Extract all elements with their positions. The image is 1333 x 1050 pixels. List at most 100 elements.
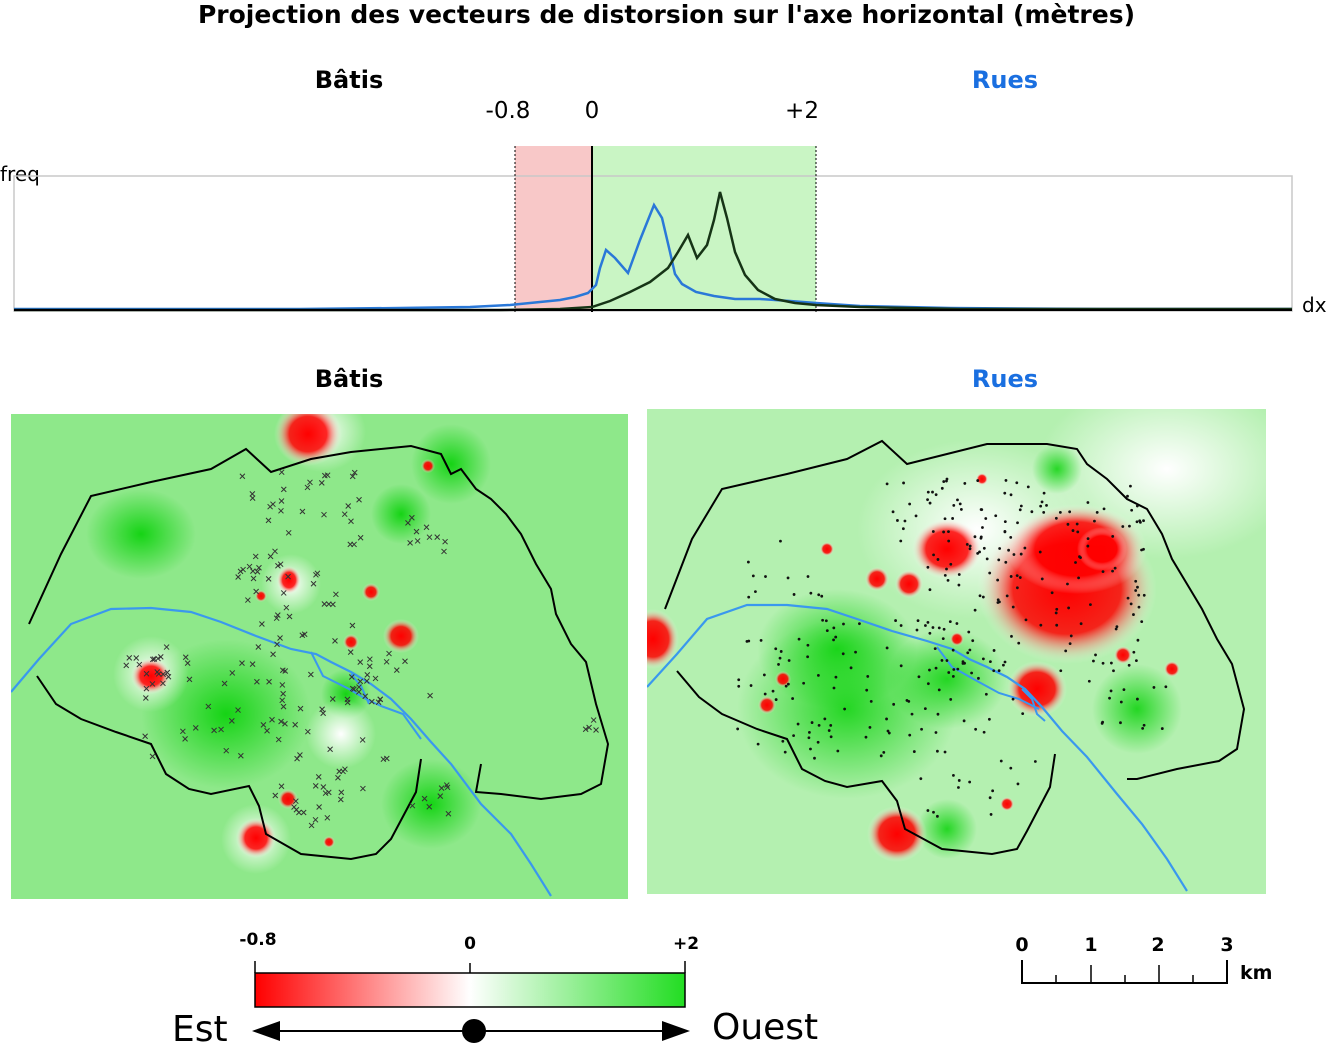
building-marker [277, 561, 284, 568]
street-marker [1009, 493, 1013, 497]
street-marker [1068, 510, 1072, 514]
street-marker [943, 750, 947, 754]
street-marker [920, 727, 923, 731]
building-marker [123, 662, 130, 669]
street-marker [1136, 697, 1139, 701]
street-marker [1015, 574, 1019, 578]
street-marker [941, 637, 945, 641]
building-marker [142, 733, 148, 740]
building-marker [157, 654, 164, 660]
street-marker [1038, 550, 1042, 554]
streets-map [647, 409, 1266, 894]
street-marker [1164, 685, 1168, 689]
building-marker [320, 784, 327, 790]
street-marker [998, 547, 1002, 550]
building-marker [337, 796, 344, 803]
street-marker [1002, 663, 1005, 667]
street-marker [981, 526, 984, 529]
building-marker [360, 785, 366, 792]
building-marker [180, 728, 186, 735]
street-marker [958, 502, 962, 506]
street-marker [982, 546, 986, 550]
street-marker [980, 508, 984, 512]
building-marker [593, 727, 599, 733]
street-marker [832, 686, 836, 690]
street-marker [763, 692, 767, 696]
street-marker [774, 647, 778, 651]
street-marker [841, 652, 845, 656]
street-marker [1012, 553, 1016, 556]
histogram-label-buildings: Bâtis [314, 66, 384, 94]
street-marker [1003, 660, 1007, 664]
building-marker [341, 511, 348, 518]
street-marker [902, 481, 905, 485]
street-marker [970, 671, 973, 675]
building-marker [192, 725, 199, 731]
street-marker [1121, 525, 1125, 528]
street-marker [807, 736, 811, 740]
street-marker [1135, 504, 1139, 508]
street-marker [924, 624, 927, 627]
buildings-map [11, 414, 628, 899]
building-marker [149, 753, 156, 760]
street-marker [908, 733, 912, 737]
street-marker [932, 553, 935, 557]
street-marker [821, 618, 825, 622]
scale-label-0: 0 [1015, 934, 1029, 956]
building-marker [270, 651, 276, 658]
street-marker [937, 626, 941, 630]
building-marker [351, 541, 357, 548]
street-marker [1023, 546, 1027, 550]
street-marker [1009, 535, 1013, 539]
building-marker [414, 538, 421, 544]
street-marker [1141, 726, 1145, 730]
street-marker [1040, 577, 1044, 581]
street-marker [864, 735, 868, 739]
street-marker [1126, 596, 1130, 600]
street-marker [947, 530, 950, 534]
street-marker [942, 627, 946, 631]
street-marker [1040, 500, 1044, 504]
building-marker [308, 671, 314, 678]
direction-west: Ouest [712, 1007, 819, 1048]
scale-label-2: 2 [1151, 934, 1165, 956]
street-marker [1068, 642, 1072, 646]
street-marker [1135, 520, 1139, 524]
building-marker [445, 810, 452, 817]
building-marker [427, 692, 433, 699]
direction-east: Est [172, 1009, 228, 1050]
street-marker [916, 619, 920, 623]
building-marker [278, 498, 285, 504]
street-marker [966, 651, 970, 655]
building-marker [252, 553, 259, 560]
building-marker [265, 576, 272, 582]
street-marker [1067, 606, 1071, 610]
street-marker [1042, 491, 1046, 495]
building-marker [205, 703, 212, 710]
building-marker [133, 655, 140, 661]
building-marker [409, 802, 416, 809]
street-marker [762, 673, 766, 677]
building-marker [321, 601, 328, 607]
street-marker [749, 684, 753, 687]
street-marker [1119, 721, 1122, 725]
building-marker [356, 689, 362, 695]
street-marker [945, 567, 948, 571]
building-marker [349, 622, 356, 629]
building-marker [239, 660, 245, 666]
building-marker [357, 678, 364, 685]
street-marker [746, 560, 750, 564]
building-marker [348, 674, 355, 680]
street-marker [996, 598, 1000, 602]
street-marker [810, 721, 814, 724]
street-marker [1112, 669, 1115, 673]
street-marker [787, 659, 791, 662]
building-marker [345, 503, 352, 509]
building-marker [143, 670, 150, 677]
street-marker [899, 539, 903, 543]
building-marker [285, 573, 291, 580]
street-marker [940, 486, 944, 490]
street-marker [1142, 547, 1145, 551]
street-marker [978, 594, 982, 598]
building-marker [423, 524, 430, 531]
